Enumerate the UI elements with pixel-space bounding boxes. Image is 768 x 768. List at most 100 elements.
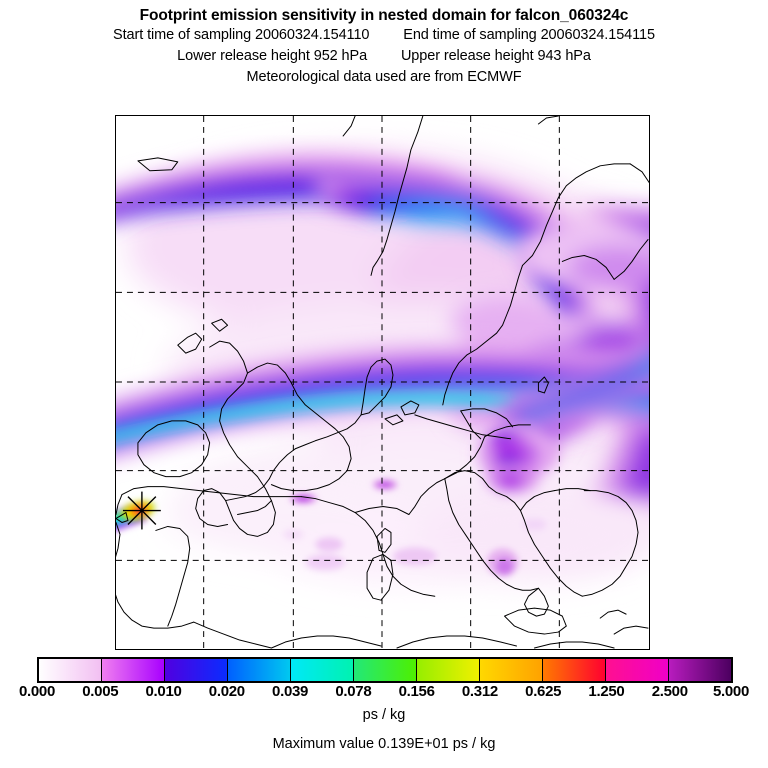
plot-inner — [116, 116, 649, 649]
colorbar-tick-5: 0.078 — [335, 683, 372, 700]
colorbar-tick-6: 0.156 — [398, 683, 435, 700]
release-height-line: Lower release height 952 hPa Upper relea… — [0, 46, 768, 67]
coast-tunisia — [533, 641, 615, 649]
colorbar-segment-indigo-to-blue — [165, 659, 228, 681]
colorbar-segment-blue-to-light-blue — [228, 659, 291, 681]
upper-release-label: Upper release height — [400, 48, 534, 64]
colorbar-segment-green-to-yellow — [417, 659, 480, 681]
colorbar-segment-violet-to-purple — [102, 659, 165, 681]
border-portugal-spain — [155, 525, 191, 627]
coast-netherlands — [268, 448, 296, 480]
island-sardinia — [366, 553, 394, 601]
island-shetland-orkney — [211, 318, 229, 332]
coast-norway-west — [370, 116, 424, 276]
cyan-core-biscay — [116, 392, 515, 441]
coast-portugal-west — [116, 521, 195, 629]
island-sicily — [504, 607, 567, 635]
upper-release-group: Upper release height 943 hPa — [401, 46, 591, 67]
border-spain-france — [354, 506, 410, 516]
coast-channel-south — [237, 500, 272, 516]
colorbar-tick-8: 0.625 — [525, 683, 562, 700]
coast-balkans-adriatic — [581, 490, 639, 597]
colorbar-tick-0: 0.000 — [18, 683, 56, 700]
colorbar-tick-9: 1.250 — [588, 683, 625, 700]
island-funen — [384, 414, 404, 426]
colorbar-segment-white-to-pale-violet — [39, 659, 102, 681]
end-time-label: End time of sampling — [403, 27, 537, 43]
coast-istria — [553, 488, 591, 492]
coast-poland-baltic — [414, 414, 512, 440]
coast-cantabria-biscay — [121, 486, 302, 498]
sampling-time-line: Start time of sampling 20060324.154110 E… — [0, 25, 768, 46]
border-france-southeast — [408, 478, 446, 516]
colorbar-segment-pink-to-magenta — [606, 659, 669, 681]
upper-release-value: 943 hPa — [537, 48, 591, 64]
colorbar-tick-10: 2.500 — [651, 683, 688, 700]
island-corsica — [376, 527, 392, 553]
colorbar-gradient-strip — [37, 657, 733, 683]
island-gotland — [537, 376, 549, 394]
island-greece-small — [599, 609, 627, 619]
coast-iberia-south — [193, 621, 272, 649]
coast-baltic-ne — [629, 163, 649, 184]
coast-baltic-se — [613, 239, 649, 280]
colorbar-tick-2: 0.010 — [145, 683, 182, 700]
colorbar-tick-4: 0.039 — [272, 683, 309, 700]
release-marker-layer — [122, 491, 161, 530]
coast-spain-mediterranean — [300, 496, 436, 597]
coast-baltic-east — [521, 163, 631, 266]
gridline-layer — [116, 116, 649, 649]
start-time-group: Start time of sampling 20060324.154110 — [113, 25, 369, 46]
hotspot-alps-se-france — [478, 426, 559, 493]
lower-release-label: Lower release height — [177, 48, 310, 64]
start-time-label: Start time of sampling — [113, 27, 252, 43]
plume-cyan-arm-northeast — [494, 341, 649, 437]
maximum-value-label: Maximum value 0.139E+01 ps / kg — [272, 736, 496, 752]
coast-gulf-riga — [561, 254, 615, 280]
release-point-star — [122, 491, 161, 530]
border-czech-west — [460, 410, 482, 440]
end-time-group: End time of sampling 20060324.154115 — [403, 25, 655, 46]
coast-slovenia-croatia — [519, 490, 555, 512]
end-time-value: 20060324.154115 — [540, 27, 655, 43]
cape-finisterre — [116, 512, 129, 523]
coast-german-bight — [294, 414, 362, 450]
coast-galicia-west — [116, 494, 123, 516]
met-data-line: Meteorological data used are from ECMWF — [246, 69, 522, 85]
colorbar-tick-3: 0.020 — [208, 683, 245, 700]
start-time-value: 20060324.154110 — [255, 27, 370, 43]
colorbar-segment-orange-to-red — [543, 659, 606, 681]
coast-morocco — [270, 635, 382, 649]
coast-great-britain — [195, 340, 276, 537]
page-title: Footprint emission sensitivity in nested… — [139, 7, 629, 24]
coast-france-north — [225, 478, 270, 502]
coast-algeria — [396, 635, 517, 649]
map-plot-area — [115, 115, 650, 650]
lower-release-value: 952 hPa — [313, 48, 368, 64]
lower-release-group: Lower release height 952 hPa — [177, 46, 367, 67]
colorbar-unit-label: ps / kg — [362, 707, 406, 723]
coast-greece — [613, 625, 649, 635]
colorbar-tick-7: 0.312 — [461, 683, 498, 700]
border-czech-north — [460, 408, 514, 428]
colorbar-tick-labels: 0.000 0.005 0.010 0.020 0.039 0.078 0.156 0.312… — [0, 683, 768, 703]
colorbar-tick-1: 0.005 — [82, 683, 119, 700]
coast-denmark-jutland — [360, 358, 394, 416]
colorbar-segment-cyan-to-teal — [291, 659, 354, 681]
coast-britain-east — [247, 362, 352, 492]
island-ireland — [137, 420, 211, 478]
coastline-layer — [116, 116, 649, 649]
colorbar-segment-teal-to-green — [354, 659, 417, 681]
coast-sweden-south — [442, 264, 523, 406]
colorbar-segment-magenta-to-dark-purple — [669, 659, 731, 681]
island-zealand — [400, 400, 420, 416]
colorbar-tick-11: 5.000 — [712, 683, 750, 700]
coast-faroe-iceland — [137, 157, 179, 172]
border-austria — [484, 424, 531, 438]
island-outer-hebrides — [177, 332, 203, 354]
coast-sweden-north — [537, 116, 559, 125]
coast-italy-calabria — [523, 587, 549, 617]
coast-norway-top — [342, 116, 356, 137]
header: Footprint emission sensitivity in nested… — [0, 0, 768, 88]
